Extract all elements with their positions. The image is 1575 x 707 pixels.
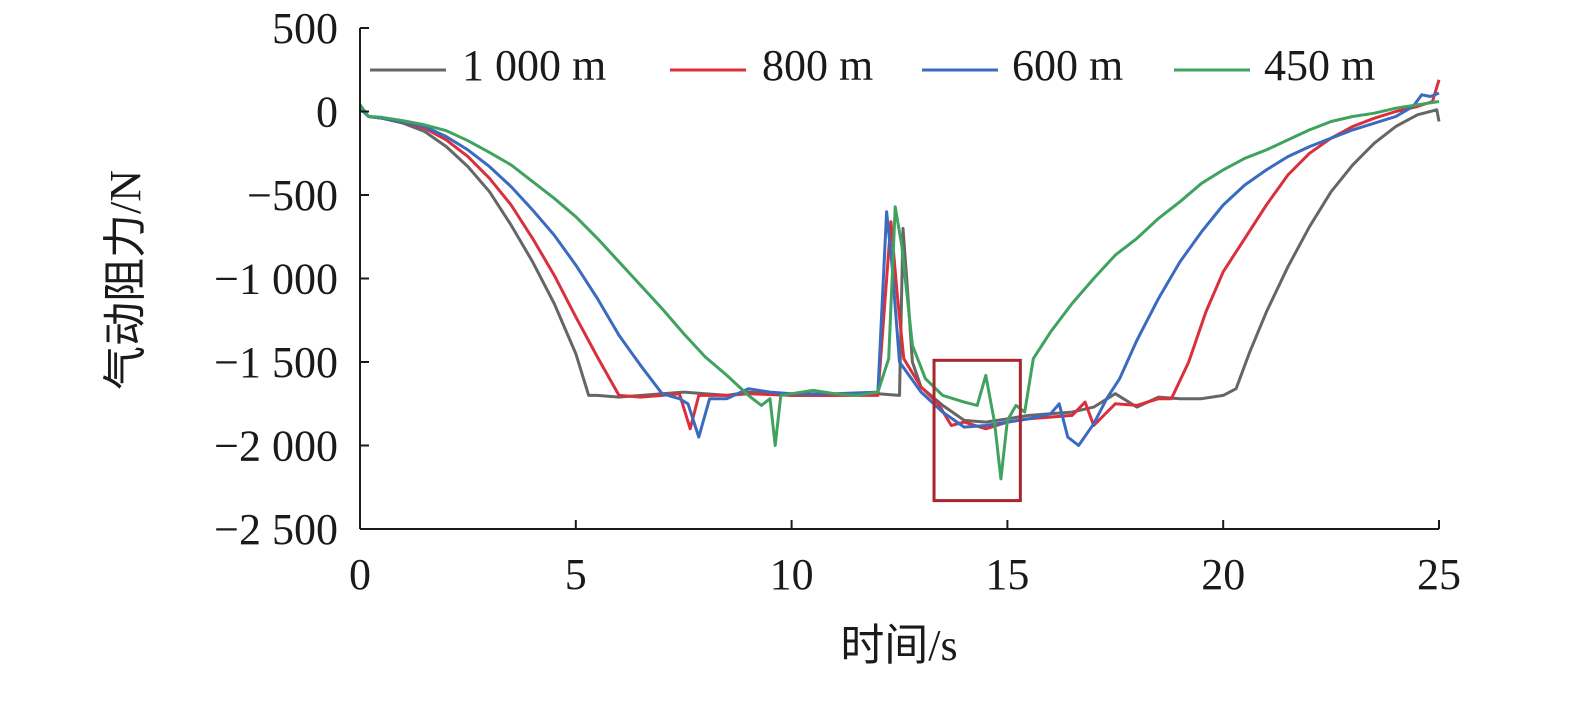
y-axis-title: 气动阻力/N (101, 170, 150, 390)
series-line-2 (358, 91, 1440, 447)
series-line-1 (358, 79, 1441, 431)
y-tick-label: 0 (316, 88, 338, 137)
legend-label-0: 1 000 m (462, 41, 606, 90)
series-line-0 (358, 107, 1441, 424)
x-tick-label: 0 (349, 550, 371, 599)
y-tick-label: −2 500 (214, 505, 338, 554)
legend-label-3: 450 m (1264, 41, 1375, 90)
legend-label-2: 600 m (1012, 41, 1123, 90)
x-axis-title: 时间/s (840, 621, 957, 670)
series-layer (358, 79, 1441, 481)
y-tick-label: −500 (247, 171, 338, 220)
y-tick-label: −1 500 (214, 338, 338, 387)
x-tick-label: 20 (1201, 550, 1245, 599)
legend: 1 000 m 800 m 600 m 450 m (370, 41, 1375, 90)
x-tick-label: 5 (565, 550, 587, 599)
y-tick-label: −1 000 (214, 255, 338, 304)
series-line-3 (358, 100, 1440, 481)
legend-label-1: 800 m (762, 41, 873, 90)
highlight-box (932, 358, 1022, 503)
x-tick-label: 15 (985, 550, 1029, 599)
x-tick-label: 10 (770, 550, 814, 599)
axes (359, 27, 1440, 530)
x-tick-label: 25 (1417, 550, 1461, 599)
y-tick-label: 500 (272, 4, 338, 53)
y-tick-label: −2 000 (214, 422, 338, 471)
